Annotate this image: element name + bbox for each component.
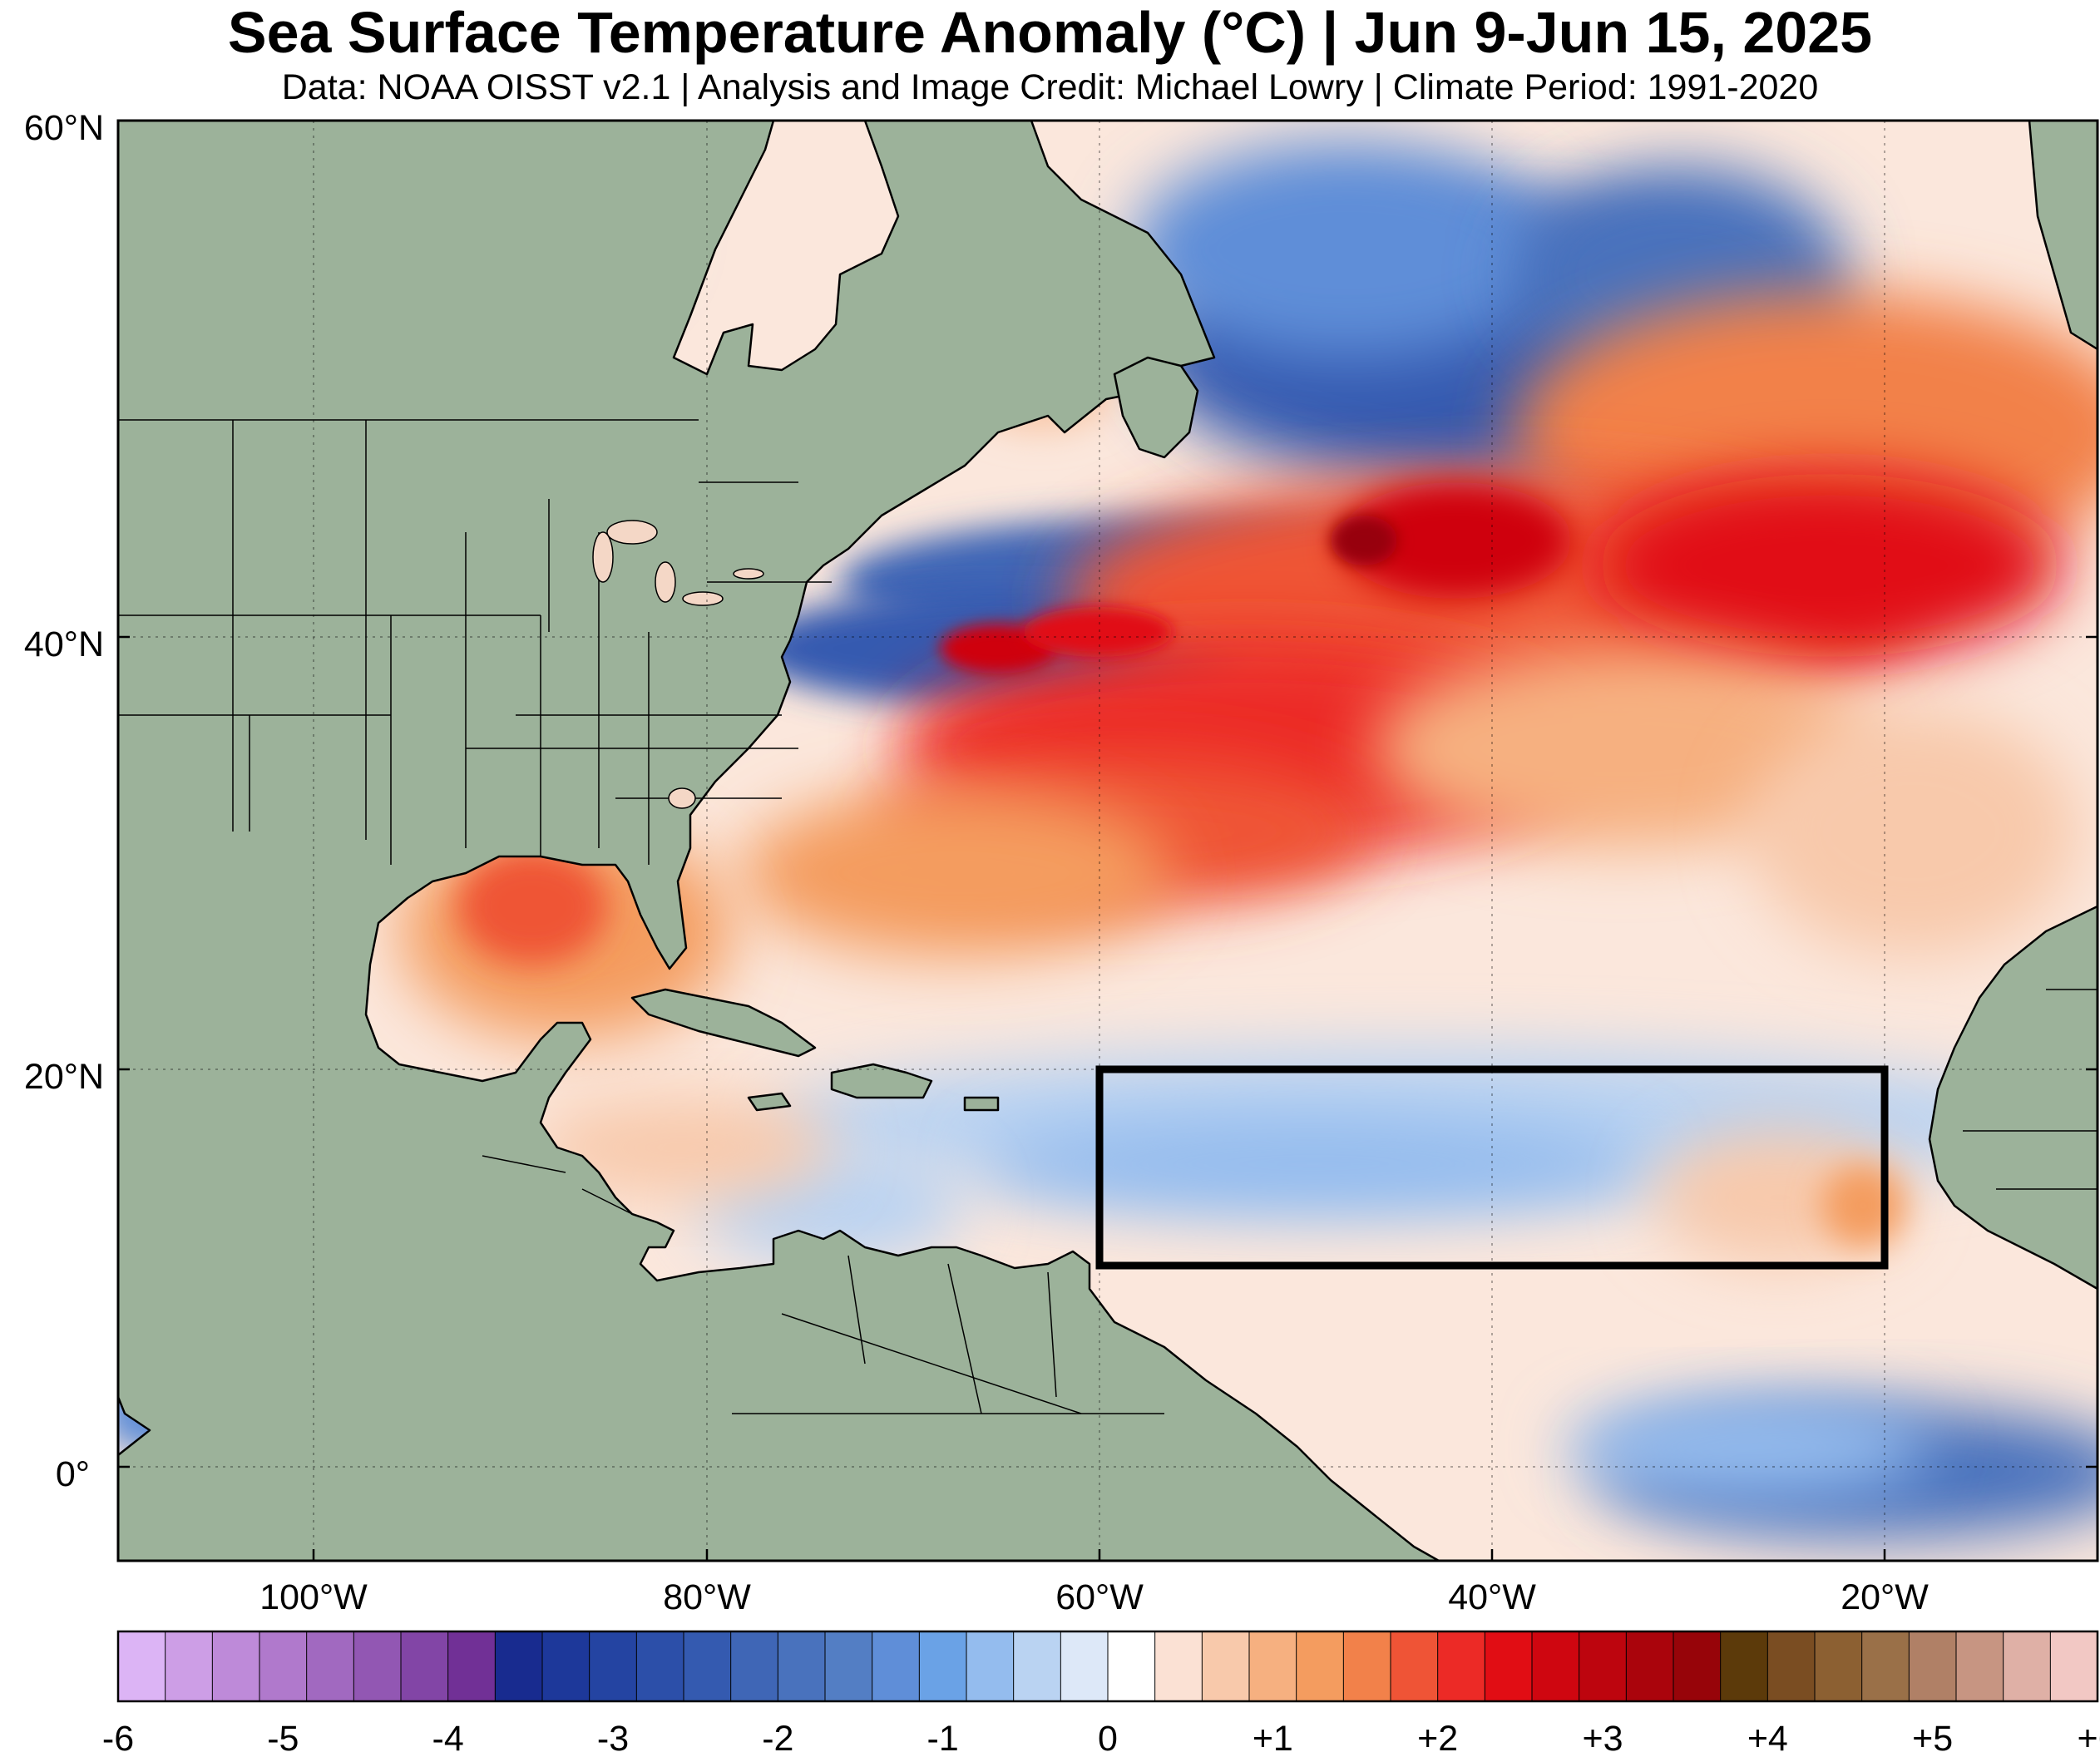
colorbar-swatch: [353, 1631, 402, 1701]
colorbar-swatch: [636, 1631, 684, 1701]
colorbar-swatch: [212, 1631, 260, 1701]
colorbar-swatch: [1249, 1631, 1297, 1701]
colorbar-swatch: [542, 1631, 590, 1701]
colorbar-swatch: [447, 1631, 496, 1701]
colorbar-swatch: [1296, 1631, 1344, 1701]
colorbar-swatch: [1391, 1631, 1439, 1701]
colorbar-frame: [116, 1630, 2099, 1703]
colorbar-swatch: [1720, 1631, 1768, 1701]
colorbar: -6 -5 -4 -3 -2 -1 0 +1 +2 +3 +4 +5 +6: [102, 1630, 2100, 1757]
colorbar-swatch: [919, 1631, 967, 1701]
colorbar-swatch: [872, 1631, 920, 1701]
chart-subtitle: Data: NOAA OISST v2.1 | Analysis and Ima…: [281, 67, 1819, 107]
lon-label-60w: 60°W: [1055, 1577, 1144, 1617]
lakes: [592, 520, 764, 809]
lon-label-40w: 40°W: [1448, 1577, 1536, 1617]
colorbar-swatch: [259, 1631, 308, 1701]
colorbar-swatches: [118, 1631, 2098, 1701]
north-america-land: [118, 121, 1440, 1561]
colorbar-swatch: [966, 1631, 1015, 1701]
political-borders: [118, 419, 2098, 1414]
colorbar-swatch: [1767, 1631, 1816, 1701]
colorbar-swatch: [2003, 1631, 2051, 1701]
puerto-rico-land: [963, 1096, 1000, 1112]
africa-land: [1928, 905, 2098, 1291]
colorbar-swatch: [1154, 1631, 1203, 1701]
lat-label-60n: 60°N: [24, 108, 104, 148]
colorbar-tick-label: +6: [2077, 1719, 2100, 1757]
colorbar-labels: -6 -5 -4 -3 -2 -1 0 +1 +2 +3 +4 +5 +6: [102, 1719, 2100, 1757]
highlight-box: [1095, 1065, 1889, 1270]
hispaniola-land: [830, 1063, 933, 1099]
colorbar-swatch: [1060, 1631, 1109, 1701]
newfoundland-land: [1113, 356, 1199, 459]
lat-label-40n: 40°N: [24, 624, 104, 664]
latitude-labels: 60°N 40°N 20°N 0°: [24, 108, 104, 1494]
warm-anomaly-layer: [200, 291, 2098, 1488]
lon-label-100w: 100°W: [259, 1577, 368, 1617]
colorbar-swatch: [1673, 1631, 1722, 1701]
colorbar-tick-label: +5: [1912, 1719, 1953, 1757]
colorbar-swatch: [589, 1631, 637, 1701]
colorbar-swatch: [165, 1631, 213, 1701]
colorbar-swatch: [825, 1631, 873, 1701]
colorbar-swatch: [401, 1631, 449, 1701]
jamaica-land: [747, 1092, 792, 1112]
lon-label-20w: 20°W: [1841, 1577, 1929, 1617]
colorbar-swatch: [1626, 1631, 1674, 1701]
chart-title: Sea Surface Temperature Anomaly (°C) | J…: [227, 0, 1873, 65]
land-layer: [118, 121, 2098, 1561]
lat-label-0: 0°: [56, 1454, 90, 1494]
colorbar-swatch: [1108, 1631, 1156, 1701]
colorbar-tick-label: +4: [1747, 1719, 1788, 1757]
colorbar-tick-label: 0: [1098, 1719, 1118, 1757]
colorbar-tick-label: +2: [1417, 1719, 1458, 1757]
colorbar-swatch: [306, 1631, 354, 1701]
colorbar-swatch: [1909, 1631, 1957, 1701]
colorbar-swatch: [1532, 1631, 1580, 1701]
colorbar-swatch: [1861, 1631, 1910, 1701]
map-frame: [116, 119, 2099, 1562]
colorbar-tick-label: -1: [927, 1719, 959, 1757]
colorbar-swatch: [1343, 1631, 1391, 1701]
colorbar-swatch: [1485, 1631, 1533, 1701]
europe-land: [2028, 121, 2098, 351]
axis-ticks: [118, 119, 2098, 1561]
colorbar-swatch: [1956, 1631, 2004, 1701]
colorbar-swatch: [1013, 1631, 1061, 1701]
colorbar-tick-label: -5: [267, 1719, 299, 1757]
colorbar-tick-label: -2: [762, 1719, 793, 1757]
colorbar-swatch: [1202, 1631, 1250, 1701]
colorbar-tick-label: -4: [432, 1719, 464, 1757]
colorbar-swatch: [1815, 1631, 1863, 1701]
colorbar-swatch: [2050, 1631, 2098, 1701]
lat-label-20n: 20°N: [24, 1057, 104, 1097]
colorbar-swatch: [778, 1631, 826, 1701]
colorbar-swatch: [1579, 1631, 1627, 1701]
colorbar-tick-label: -3: [597, 1719, 629, 1757]
colorbar-tick-label: -6: [102, 1719, 134, 1757]
colorbar-swatch: [684, 1631, 732, 1701]
longitude-labels: 100°W 80°W 60°W 40°W 20°W: [259, 1577, 1929, 1617]
colorbar-swatch: [495, 1631, 543, 1701]
colorbar-tick-label: +3: [1582, 1719, 1623, 1757]
colorbar-swatch: [118, 1631, 166, 1701]
lon-label-80w: 80°W: [663, 1577, 751, 1617]
colorbar-swatch: [730, 1631, 778, 1701]
map-area: [118, 121, 2098, 1561]
colorbar-tick-label: +1: [1253, 1719, 1293, 1757]
colorbar-swatch: [1437, 1631, 1485, 1701]
